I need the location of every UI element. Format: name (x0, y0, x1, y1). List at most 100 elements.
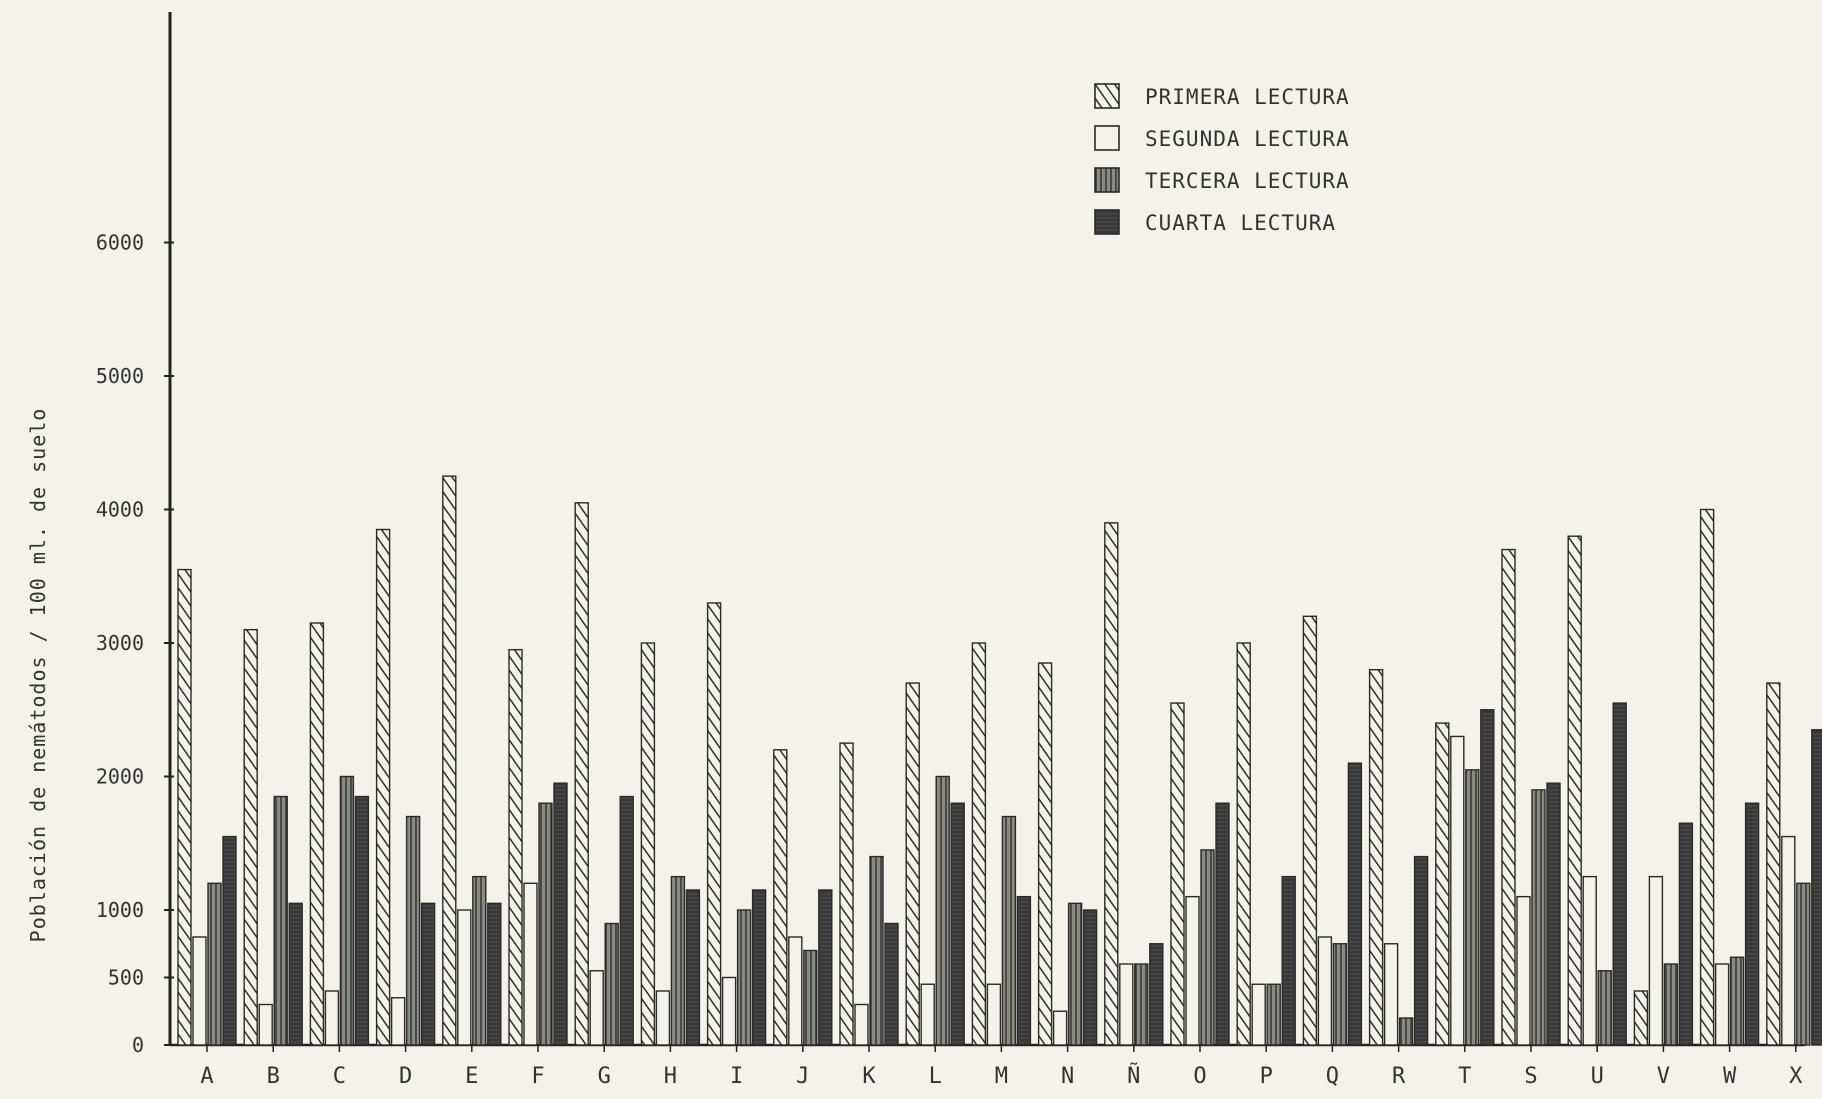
bar-B-4 (288, 902, 303, 1046)
bar-X-4 (1811, 729, 1822, 1046)
legend-label-4: CUARTA LECTURA (1145, 211, 1336, 235)
bar-D-1 (375, 528, 391, 1046)
bar-M-2 (986, 983, 1002, 1046)
bar-S-4 (1546, 782, 1561, 1046)
x-tick-label: C (333, 1064, 346, 1089)
bar-H-3 (670, 875, 686, 1046)
x-tick-label: V (1657, 1064, 1670, 1089)
bar-Q-1 (1302, 615, 1318, 1046)
x-tick-label: S (1524, 1064, 1537, 1089)
bar-A-3 (207, 882, 222, 1046)
x-tick-label: G (598, 1064, 611, 1089)
y-tick-label: 500 (108, 966, 144, 990)
x-tick-label: L (929, 1064, 942, 1089)
bar-P-3 (1266, 983, 1281, 1046)
x-tick-label: A (200, 1064, 213, 1089)
bar-U-1 (1567, 535, 1582, 1046)
y-tick-label: 3000 (96, 631, 144, 655)
y-tick-label: 2000 (96, 765, 144, 789)
legend-swatch-2 (1094, 125, 1120, 151)
bar-O-1 (1170, 702, 1185, 1046)
y-tick-label: 4000 (96, 498, 144, 522)
bar-L-2 (920, 983, 935, 1046)
bar-V-2 (1648, 875, 1664, 1046)
bar-I-4 (751, 889, 767, 1046)
bar-U-3 (1597, 970, 1612, 1046)
bar-G-2 (589, 970, 604, 1046)
bar-T-1 (1435, 722, 1450, 1046)
bar-S-1 (1501, 548, 1516, 1046)
legend-label-3: TERCERA LECTURA (1145, 169, 1350, 193)
bar-N-1 (1037, 662, 1053, 1046)
bar-P-1 (1236, 642, 1251, 1046)
bar-E-3 (472, 875, 487, 1046)
bar-W-3 (1729, 956, 1745, 1046)
bar-M-4 (1016, 895, 1032, 1046)
y-axis-label: Población de nemátodos / 100 ml. de suel… (26, 408, 50, 943)
bar-Ñ-3 (1134, 963, 1149, 1046)
bar-J-1 (773, 749, 788, 1046)
bar-Q-3 (1332, 943, 1348, 1046)
x-tick-label: M (995, 1064, 1008, 1089)
bar-D-3 (405, 815, 421, 1046)
bar-W-4 (1744, 802, 1760, 1046)
bar-N-4 (1082, 909, 1098, 1046)
bar-Q-2 (1317, 936, 1333, 1046)
bar-B-1 (243, 628, 258, 1046)
bar-X-3 (1796, 882, 1811, 1046)
bar-F-4 (553, 782, 568, 1046)
bar-I-1 (706, 602, 722, 1046)
bar-V-3 (1663, 963, 1679, 1046)
bar-M-3 (1001, 815, 1017, 1046)
bar-P-4 (1281, 875, 1296, 1046)
bar-H-4 (685, 889, 701, 1046)
bar-P-2 (1251, 983, 1266, 1046)
bar-W-2 (1714, 963, 1730, 1046)
bar-H-2 (655, 990, 671, 1046)
x-tick-label: R (1392, 1064, 1406, 1089)
bar-R-4 (1413, 855, 1429, 1046)
bar-K-1 (839, 742, 854, 1046)
bar-K-4 (884, 922, 899, 1046)
legend-label-1: PRIMERA LECTURA (1145, 85, 1350, 109)
bar-F-3 (538, 802, 553, 1046)
bar-C-2 (324, 990, 340, 1046)
bar-A-4 (222, 835, 237, 1046)
legend-label-2: SEGUNDA LECTURA (1145, 127, 1350, 151)
bar-D-4 (420, 902, 436, 1046)
x-tick-label: U (1591, 1064, 1604, 1089)
x-tick-label: E (465, 1064, 478, 1089)
x-tick-label: D (399, 1064, 412, 1089)
bar-U-2 (1582, 875, 1597, 1046)
bar-X-1 (1766, 682, 1781, 1046)
bar-G-4 (619, 795, 634, 1046)
bar-S-2 (1516, 895, 1531, 1046)
x-tick-label: K (862, 1064, 876, 1089)
legend-swatch-4 (1094, 209, 1120, 235)
bar-J-2 (788, 936, 803, 1046)
bar-R-1 (1368, 669, 1384, 1046)
bar-B-2 (258, 1003, 273, 1046)
bar-G-3 (604, 922, 619, 1046)
x-tick-label: F (531, 1064, 544, 1089)
x-tick-label: O (1193, 1064, 1206, 1089)
x-tick-label: H (664, 1064, 677, 1089)
bar-I-2 (721, 976, 737, 1046)
bar-A-1 (177, 568, 192, 1046)
bar-N-3 (1067, 902, 1083, 1046)
bar-V-1 (1633, 990, 1649, 1046)
bar-Ñ-1 (1104, 522, 1119, 1046)
bar-D-2 (390, 997, 406, 1046)
bar-O-4 (1215, 802, 1230, 1046)
bar-Q-4 (1347, 762, 1363, 1046)
bar-V-4 (1678, 822, 1694, 1046)
bar-K-2 (854, 1003, 869, 1046)
bar-B-3 (273, 795, 288, 1046)
x-tick-label: Q (1326, 1064, 1339, 1089)
x-tick-label: W (1723, 1064, 1737, 1089)
bar-C-3 (339, 775, 355, 1046)
bar-F-1 (508, 648, 523, 1046)
bar-Ñ-2 (1119, 963, 1134, 1046)
bar-H-1 (640, 642, 656, 1046)
